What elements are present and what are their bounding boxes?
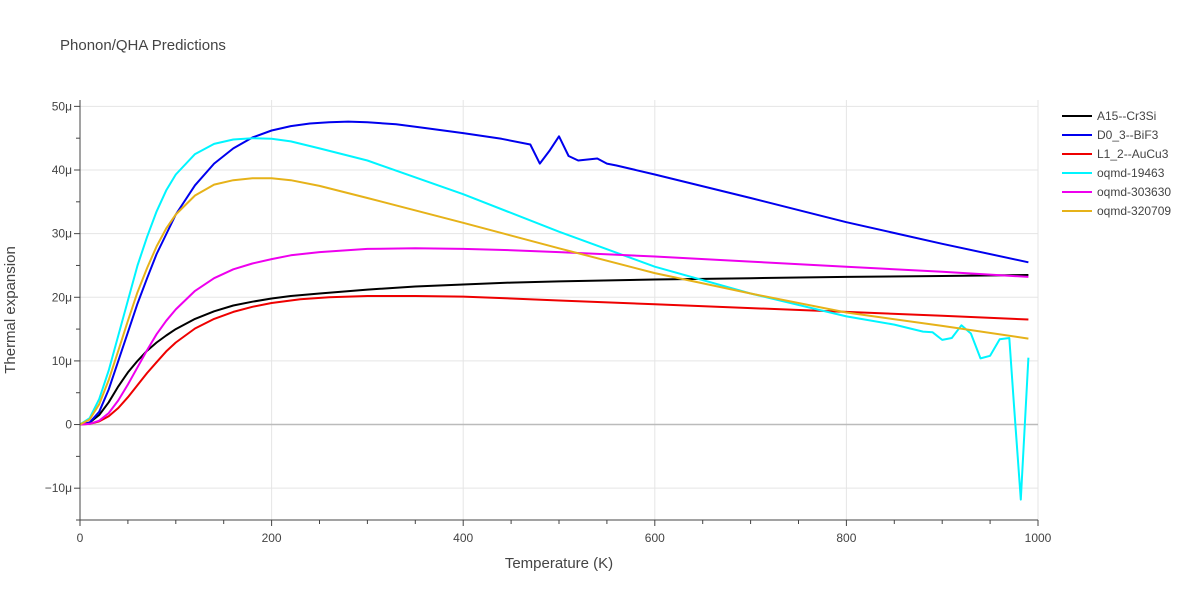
series-line-A15--Cr3Si — [79, 274, 1029, 426]
y-tick-label: −10μ — [45, 481, 72, 495]
x-tick-label: 400 — [453, 531, 473, 545]
y-tick-label: 40μ — [52, 163, 72, 177]
series-line-D0_3--BiF3 — [79, 120, 1029, 426]
x-tick-label: 600 — [645, 531, 665, 545]
series-line-L1_2--AuCu3 — [79, 295, 1029, 426]
series-line-oqmd-19463 — [79, 137, 1030, 501]
x-tick-label: 200 — [262, 531, 282, 545]
y-tick-label: 50μ — [52, 99, 72, 113]
axes-layer: 0 200 400 600 800 1000 −10μ 0 10μ 20μ 30μ 40μ 50μ — [45, 99, 1052, 545]
x-axis-title: Temperature (K) — [505, 555, 613, 572]
legend-label: oqmd-19463 — [1097, 166, 1165, 180]
legend-label: A15--Cr3Si — [1097, 109, 1156, 123]
y-tick-label: 10μ — [52, 354, 72, 368]
legend-item-L1_2--AuCu3[interactable]: L1_2--AuCu3 — [1062, 147, 1169, 161]
y-axis-title: Thermal expansion — [2, 246, 19, 374]
legend-label: D0_3--BiF3 — [1097, 128, 1159, 142]
series-layer — [79, 120, 1030, 501]
legend-label: oqmd-303630 — [1097, 185, 1171, 199]
chart-title: Phonon/QHA Predictions — [60, 37, 226, 54]
legend-label: oqmd-320709 — [1097, 204, 1171, 218]
legend-item-oqmd-303630[interactable]: oqmd-303630 — [1062, 185, 1171, 199]
x-tick-label: 800 — [836, 531, 856, 545]
legend-label: L1_2--AuCu3 — [1097, 147, 1169, 161]
legend-item-oqmd-320709[interactable]: oqmd-320709 — [1062, 204, 1171, 218]
x-tick-label: 0 — [77, 531, 84, 545]
legend-item-D0_3--BiF3[interactable]: D0_3--BiF3 — [1062, 128, 1159, 142]
y-tick-label: 30μ — [52, 227, 72, 241]
legend[interactable]: A15--Cr3Si D0_3--BiF3 L1_2--AuCu3 oqmd-1946… — [1062, 109, 1171, 218]
series-line-oqmd-320709 — [79, 177, 1029, 426]
series-line-oqmd-303630 — [79, 247, 1029, 426]
legend-item-A15--Cr3Si[interactable]: A15--Cr3Si — [1062, 109, 1156, 123]
legend-item-oqmd-19463[interactable]: oqmd-19463 — [1062, 166, 1165, 180]
grid-layer — [80, 100, 1039, 520]
x-tick-label: 1000 — [1025, 531, 1052, 545]
y-tick-label: 0 — [65, 418, 72, 432]
y-tick-label: 20μ — [52, 290, 72, 304]
